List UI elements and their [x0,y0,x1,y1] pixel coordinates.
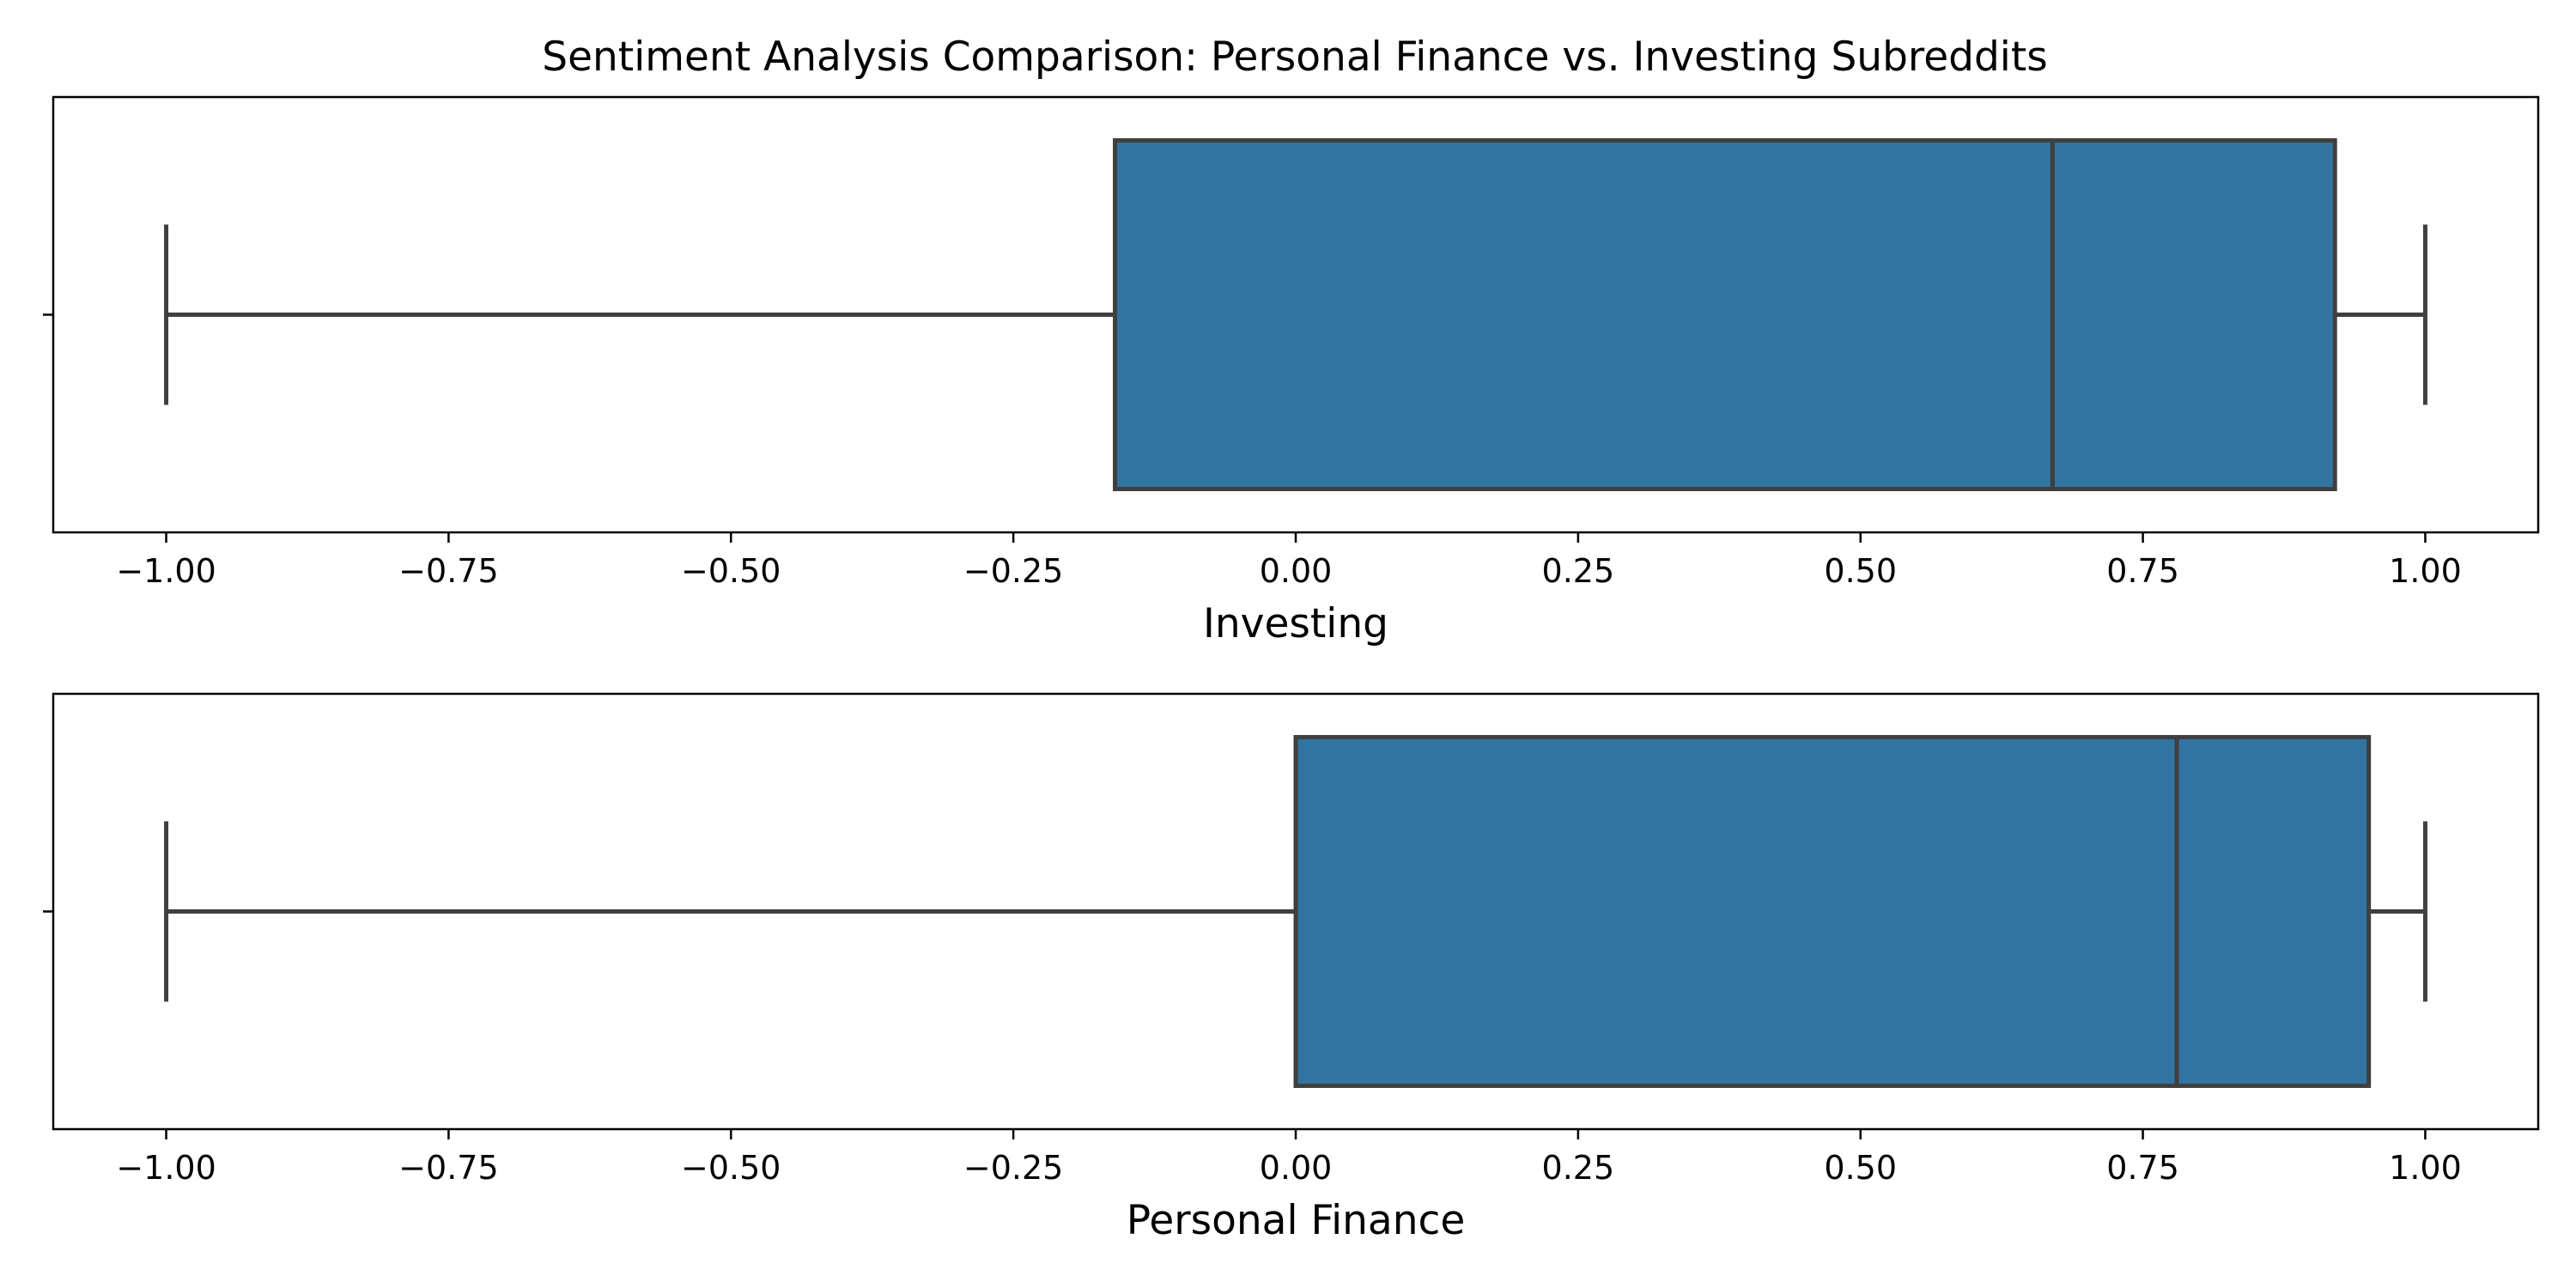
x-tick-label: −0.25 [963,552,1063,590]
x-tick-label: −1.00 [116,1149,216,1187]
x-tick-label: 1.00 [2389,1149,2462,1187]
x-tick-label: 0.25 [1542,552,1615,590]
x-tick-label: −1.00 [116,552,216,590]
x-tick-label: −0.50 [681,552,781,590]
x-axis-label: Investing [1203,600,1388,647]
x-tick-label: 0.50 [1824,552,1897,590]
x-tick-label: −0.50 [681,1149,781,1187]
panels: −1.00 −0.75 −0.50 −0.25 0.00 0.25 0.50 0.75 1.00… [43,95,2540,1244]
box [1293,735,2372,1088]
chart-title: Sentiment Analysis Comparison: Personal … [542,33,2048,81]
panel-0: −1.00 −0.75 −0.50 −0.25 0.00 0.25 0.50 0.75 1.00… [43,95,2540,647]
x-tick-label: 1.00 [2389,552,2462,590]
x-axis-label: Personal Finance [1127,1197,1466,1244]
box [1113,138,2337,491]
x-tick-label: 0.50 [1824,1149,1897,1187]
x-tick-label: 0.00 [1260,1149,1333,1187]
x-tick-label: −0.75 [398,1149,498,1187]
x-tick-label: −0.25 [963,1149,1063,1187]
x-tick-label: 0.00 [1260,552,1333,590]
panel-1: −1.00 −0.75 −0.50 −0.25 0.00 0.25 0.50 0.75 1.00… [43,692,2540,1244]
x-tick-label: 0.75 [2106,1149,2179,1187]
x-tick-label: 0.75 [2106,552,2179,590]
x-tick-label: 0.25 [1542,1149,1615,1187]
x-tick-label: −0.75 [398,552,498,590]
